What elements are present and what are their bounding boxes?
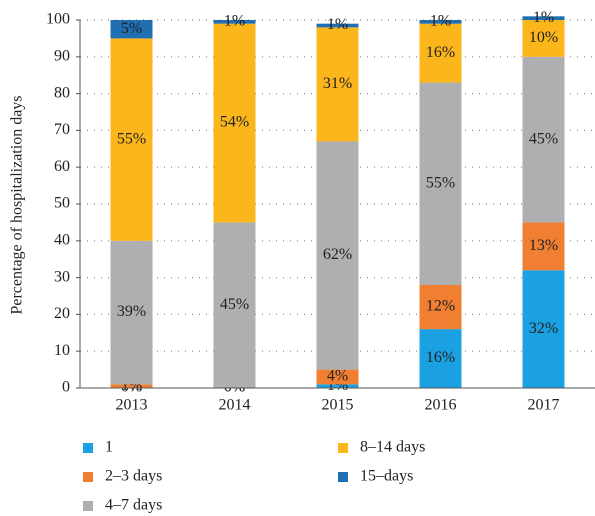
value-label: 39%	[117, 303, 146, 320]
bar-segment	[316, 23, 359, 28]
bar-segment	[522, 16, 565, 20]
value-label: 1%	[224, 13, 245, 30]
value-label: 32%	[529, 320, 558, 337]
bar-segment	[419, 23, 462, 83]
bar-segment	[419, 82, 462, 285]
bar-segment	[110, 20, 153, 39]
y-tick-label: 100	[46, 11, 70, 28]
y-tick-label: 60	[54, 158, 70, 175]
legend-label: 8–14 days	[360, 439, 425, 456]
x-tick-label: 2017	[528, 397, 560, 414]
y-tick-label: 80	[54, 84, 70, 101]
bar-segment	[316, 369, 359, 385]
value-label: 4%	[327, 368, 348, 385]
y-tick-label: 0	[62, 379, 70, 396]
value-label: 1%	[430, 13, 451, 30]
value-label: 45%	[220, 296, 249, 313]
legend-swatch	[338, 443, 348, 453]
bar-segment	[110, 38, 153, 241]
bar-segment	[110, 384, 153, 388]
value-label: 62%	[323, 246, 352, 263]
legend-swatch	[338, 472, 348, 482]
bar-segment	[419, 284, 462, 330]
bar-segment	[213, 20, 256, 24]
x-tick-label: 2014	[219, 397, 251, 414]
value-label: 5%	[121, 20, 142, 37]
bar-segment	[316, 384, 359, 388]
y-tick-label: 70	[54, 121, 70, 138]
value-label: 31%	[323, 75, 352, 92]
value-label: 12%	[426, 298, 455, 315]
bar-segment	[419, 329, 462, 388]
bar-segment	[419, 20, 462, 24]
value-label: 10%	[529, 29, 558, 46]
y-tick-label: 30	[54, 268, 70, 285]
x-tick-label: 2016	[425, 397, 457, 414]
legend-label: 2–3 days	[105, 468, 162, 485]
value-label: 13%	[529, 237, 558, 254]
legend-swatch	[83, 472, 93, 482]
value-label: 1%	[533, 9, 554, 26]
bar-segment	[213, 222, 256, 388]
bar-segment	[316, 141, 359, 370]
y-tick-label: 90	[54, 47, 70, 64]
value-label: 55%	[426, 174, 455, 191]
y-tick-label: 20	[54, 305, 70, 322]
legend-swatch	[83, 443, 93, 453]
value-label: 55%	[117, 130, 146, 147]
bar-segment	[110, 240, 153, 385]
value-label: 1%	[327, 16, 348, 33]
legend-label: 4–7 days	[105, 497, 162, 514]
x-tick-label: 2013	[116, 397, 148, 414]
bar-segment	[522, 270, 565, 388]
y-tick-label: 50	[54, 195, 70, 212]
legend-label: 15–days	[360, 468, 413, 485]
y-tick-label: 10	[54, 342, 70, 359]
y-axis-label: Percentage of hospitalization days	[9, 95, 26, 314]
value-label: 16%	[426, 44, 455, 61]
legend-label: 1	[105, 439, 113, 456]
value-label: 54%	[220, 114, 249, 131]
legend-swatch	[83, 501, 93, 511]
x-tick-label: 2015	[322, 397, 354, 414]
bar-segment	[316, 27, 359, 142]
value-label: 45%	[529, 130, 558, 147]
y-tick-label: 40	[54, 231, 70, 248]
bar-segment	[213, 23, 256, 223]
bar-segment	[522, 56, 565, 223]
bar-segment	[522, 20, 565, 57]
value-label: 16%	[426, 349, 455, 366]
bar-segment	[522, 222, 565, 271]
